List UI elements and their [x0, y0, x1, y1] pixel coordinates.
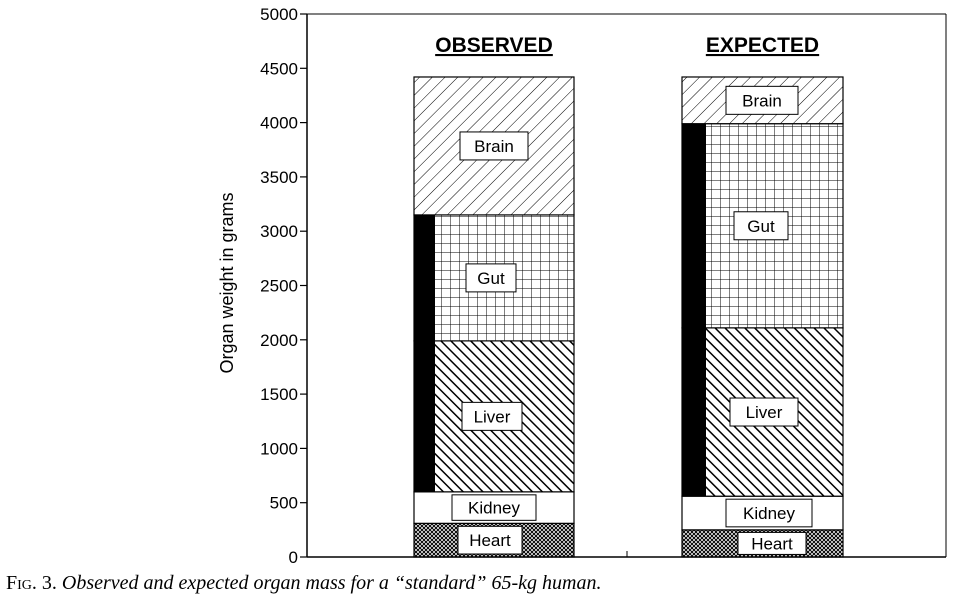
- segment-label-box: [729, 397, 799, 427]
- segment-label-liver: Liver: [474, 407, 511, 426]
- black-band: [414, 214, 435, 492]
- bar-title-observed: OBSERVED: [435, 34, 552, 57]
- segment-label-brain: Brain: [742, 91, 782, 110]
- segment-label-gut: Gut: [477, 269, 505, 288]
- segment-label-heart: Heart: [751, 534, 793, 553]
- segment-label-kidney: Kidney: [743, 504, 795, 523]
- segment-label-box: [459, 131, 529, 161]
- bar-expected: Heart Kidney Liver Gut Brain EXPECTED: [681, 34, 844, 558]
- segment-brain: [681, 76, 844, 125]
- segment-label-box: [733, 211, 789, 241]
- segment-label-heart: Heart: [469, 531, 511, 550]
- bar-observed: Heart Kidney Liver Gut Brain OBSERVED: [413, 34, 575, 558]
- segment-label-liver: Liver: [746, 403, 783, 422]
- y-tick-label: 5000: [260, 5, 298, 24]
- y-tick-label: 1500: [260, 385, 298, 404]
- segment-label-box: [457, 525, 523, 555]
- y-tick-label: 4000: [260, 114, 298, 133]
- y-tick-label: 3500: [260, 168, 298, 187]
- segment-label-box: [451, 494, 537, 521]
- y-tick-label: 4500: [260, 59, 298, 78]
- y-tick-label: 1000: [260, 439, 298, 458]
- y-tick-label: 3000: [260, 222, 298, 241]
- segment-label-gut: Gut: [747, 217, 775, 236]
- segment-label-box: [737, 531, 807, 555]
- segment-label-kidney: Kidney: [468, 499, 520, 518]
- segment-label-box: [461, 401, 523, 431]
- y-tick-label: 500: [270, 494, 298, 513]
- figure-caption: Fig. 3. Observed and expected organ mass…: [6, 572, 602, 595]
- segment-label-box: [465, 263, 517, 293]
- y-tick-label: 2000: [260, 331, 298, 350]
- y-axis-label: Organ weight in grams: [217, 192, 237, 373]
- bars: Heart Kidney Liver Gut Brain OBSERVED Heart Kid…: [413, 34, 844, 558]
- segment-label-box: [725, 498, 813, 528]
- y-tick-label: 0: [289, 548, 298, 567]
- figure-caption-label: Fig. 3.: [6, 572, 57, 594]
- segment-label-brain: Brain: [474, 137, 514, 156]
- figure-caption-text: Observed and expected organ mass for a “…: [61, 572, 602, 594]
- black-band: [682, 123, 706, 497]
- y-axis: 0 500 1000 1500 2000 2500 3000 3500 4000 4500 5000: [260, 5, 307, 567]
- y-tick-label: 2500: [260, 277, 298, 296]
- segment-label-box: [725, 85, 799, 115]
- bar-title-expected: EXPECTED: [706, 34, 819, 57]
